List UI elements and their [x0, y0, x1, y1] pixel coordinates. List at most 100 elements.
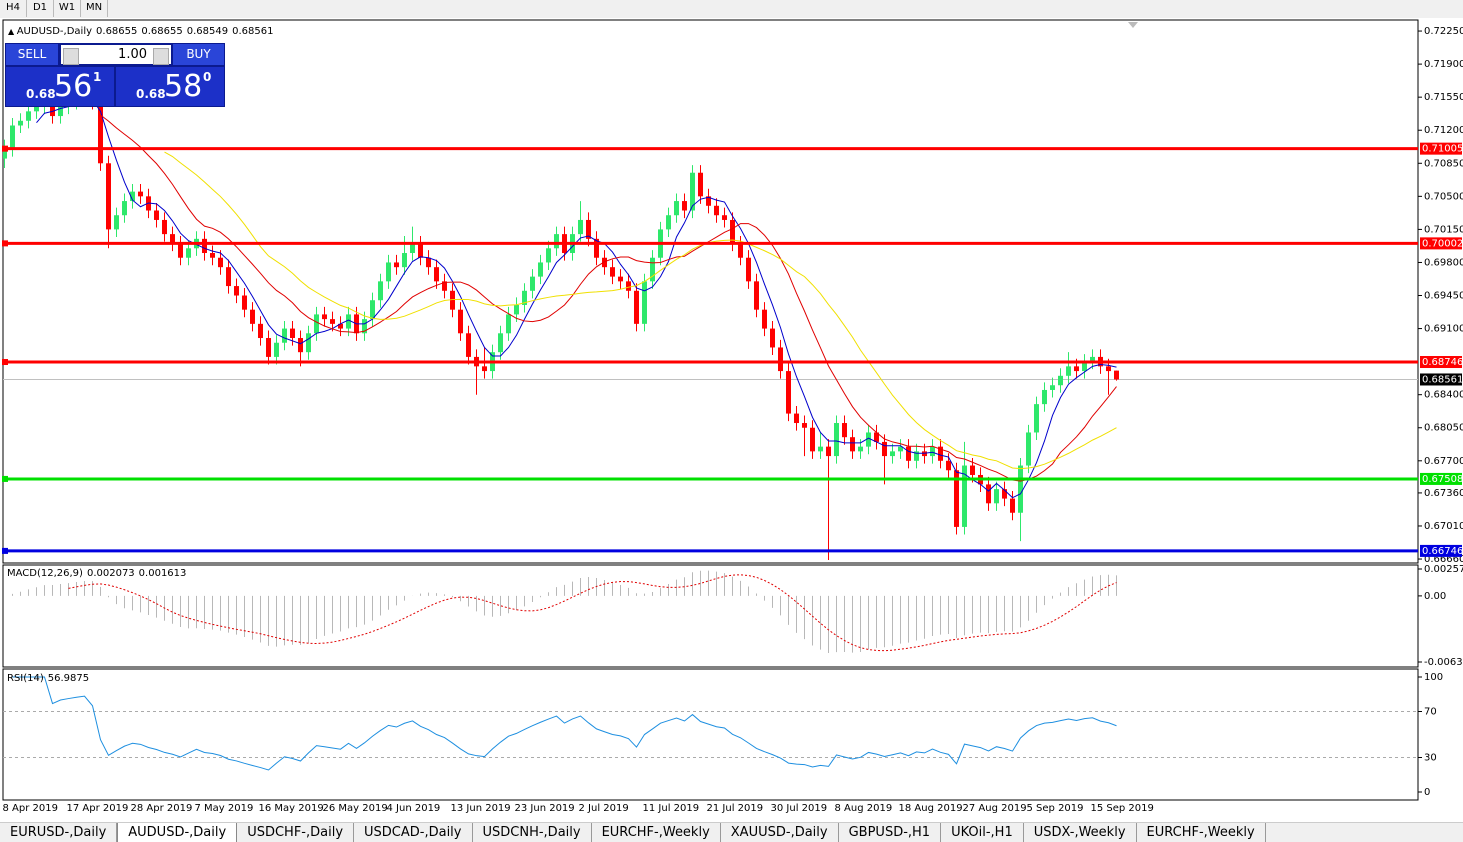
- candle-body: [682, 201, 687, 211]
- candle-body: [794, 413, 799, 424]
- x-tick-label: 11 Jul 2019: [643, 803, 700, 814]
- candle-body: [130, 191, 135, 202]
- rsi-label: RSI(14): [7, 673, 44, 684]
- candle-body: [786, 371, 791, 414]
- x-tick-label: 17 Apr 2019: [67, 803, 129, 814]
- level-anchor: [2, 359, 8, 366]
- candle-body: [98, 101, 103, 164]
- candle-body: [554, 234, 559, 249]
- main-pane: [2, 19, 1419, 564]
- volume-field[interactable]: 1.00: [61, 45, 171, 65]
- timeframe-button[interactable]: H4: [0, 0, 27, 17]
- level-anchor: [2, 145, 8, 152]
- y-tick-label: 0.70150: [1424, 224, 1463, 235]
- candle-body: [202, 238, 207, 254]
- chart-tab[interactable]: USDX-,Weekly: [1024, 823, 1137, 842]
- timeframe-button[interactable]: MN: [81, 0, 108, 17]
- candle-body: [730, 219, 735, 244]
- candle-body: [458, 309, 463, 334]
- y-tick-label: 0.69100: [1424, 324, 1463, 335]
- macd-tick-label: 0.002574: [1424, 564, 1463, 575]
- candle-body: [506, 314, 511, 334]
- x-tick-label: 13 Jun 2019: [451, 803, 511, 814]
- candle-body: [50, 101, 55, 117]
- y-tick-label: 0.67010: [1424, 521, 1463, 532]
- candle-body: [170, 234, 175, 244]
- candle-body: [954, 470, 959, 527]
- candle-body: [434, 267, 439, 282]
- candle-body: [690, 172, 695, 211]
- y-tick-label: 0.66660: [1424, 554, 1463, 565]
- candle-body: [274, 342, 279, 357]
- y-tick-label: 0.68050: [1424, 423, 1463, 434]
- candle-body: [370, 300, 375, 320]
- ask-quote[interactable]: 0.68 58 0: [116, 67, 224, 106]
- candle-body: [842, 423, 847, 438]
- candle-body: [442, 281, 447, 291]
- x-tick-label: 8 Apr 2019: [3, 803, 58, 814]
- chart-tab[interactable]: UKOil-,H1: [941, 823, 1024, 842]
- chart-tab[interactable]: EURUSD-,Daily: [0, 823, 118, 842]
- macd-value: 0.002073: [87, 568, 135, 579]
- header-value: 0.68655: [96, 26, 137, 37]
- candle-body: [538, 262, 543, 277]
- timeframe-button[interactable]: W1: [54, 0, 81, 17]
- chart-tab[interactable]: USDCNH-,Daily: [473, 823, 592, 842]
- level-label: 0.71005: [1422, 144, 1463, 155]
- chart-tab[interactable]: USDCHF-,Daily: [237, 823, 355, 842]
- candle-body: [362, 319, 367, 334]
- chart-tab[interactable]: XAUUSD-,Daily: [721, 823, 839, 842]
- candle-body: [810, 427, 815, 452]
- candle-body: [1026, 432, 1031, 466]
- candle-body: [946, 460, 951, 471]
- candle-body: [890, 451, 895, 457]
- level-label-bg: [1420, 356, 1462, 369]
- candle-body: [162, 219, 167, 235]
- candle-body: [642, 281, 647, 324]
- candle-body: [298, 338, 303, 353]
- timeframe-button[interactable]: D1: [27, 0, 54, 17]
- chart-tab[interactable]: EURCHF-,Weekly: [1137, 823, 1266, 842]
- x-tick-label: 5 Sep 2019: [1027, 803, 1084, 814]
- chart: ▲ AUDUSD-,Daily 0.68655 0.68655 0.68549 0.68…: [0, 18, 1463, 822]
- candle-body: [778, 347, 783, 372]
- candle-body: [674, 201, 679, 216]
- chart-tab[interactable]: EURCHF-,Weekly: [592, 823, 721, 842]
- level-label-bg: [1420, 472, 1462, 485]
- candle-body: [1066, 366, 1071, 376]
- timeframe-toolbar: H4 D1 W1 MN: [0, 0, 108, 17]
- candle-body: [1058, 375, 1063, 386]
- price-label-bg: [1420, 373, 1462, 386]
- candle-body: [938, 446, 943, 461]
- sell-button[interactable]: SELL: [6, 44, 58, 65]
- candle-body: [1042, 389, 1047, 405]
- candle-body: [802, 423, 807, 428]
- x-tick-label: 21 Jul 2019: [707, 803, 764, 814]
- candle-body: [402, 253, 407, 268]
- candle-body: [826, 446, 831, 457]
- moving-average: [164, 151, 1117, 470]
- bid-quote[interactable]: 0.68 56 1: [6, 67, 114, 106]
- candle-body: [650, 257, 655, 282]
- candle-body: [634, 290, 639, 324]
- symbol: AUDUSD-,Daily: [17, 26, 92, 37]
- candle-body: [114, 215, 119, 230]
- candle-body: [866, 432, 871, 447]
- candle-body: [58, 106, 63, 117]
- level-label: 0.68746: [1422, 357, 1463, 368]
- chart-tab[interactable]: AUDUSD-,Daily: [117, 823, 238, 842]
- candle-body: [242, 295, 247, 310]
- chart-tab[interactable]: GBPUSD-,H1: [839, 823, 942, 842]
- candle-body: [498, 333, 503, 353]
- chart-tab[interactable]: USDCAD-,Daily: [354, 823, 473, 842]
- y-tick-label: 0.71200: [1424, 125, 1463, 136]
- shift-marker: [1128, 22, 1138, 28]
- candle-body: [514, 304, 519, 315]
- candle-body: [226, 267, 231, 287]
- y-tick-label: 0.70500: [1424, 191, 1463, 202]
- candle-body: [898, 446, 903, 452]
- candle-body: [1050, 385, 1055, 390]
- candle-body: [1106, 366, 1111, 372]
- y-tick-label: 0.71550: [1424, 92, 1463, 103]
- buy-button[interactable]: BUY: [173, 44, 224, 65]
